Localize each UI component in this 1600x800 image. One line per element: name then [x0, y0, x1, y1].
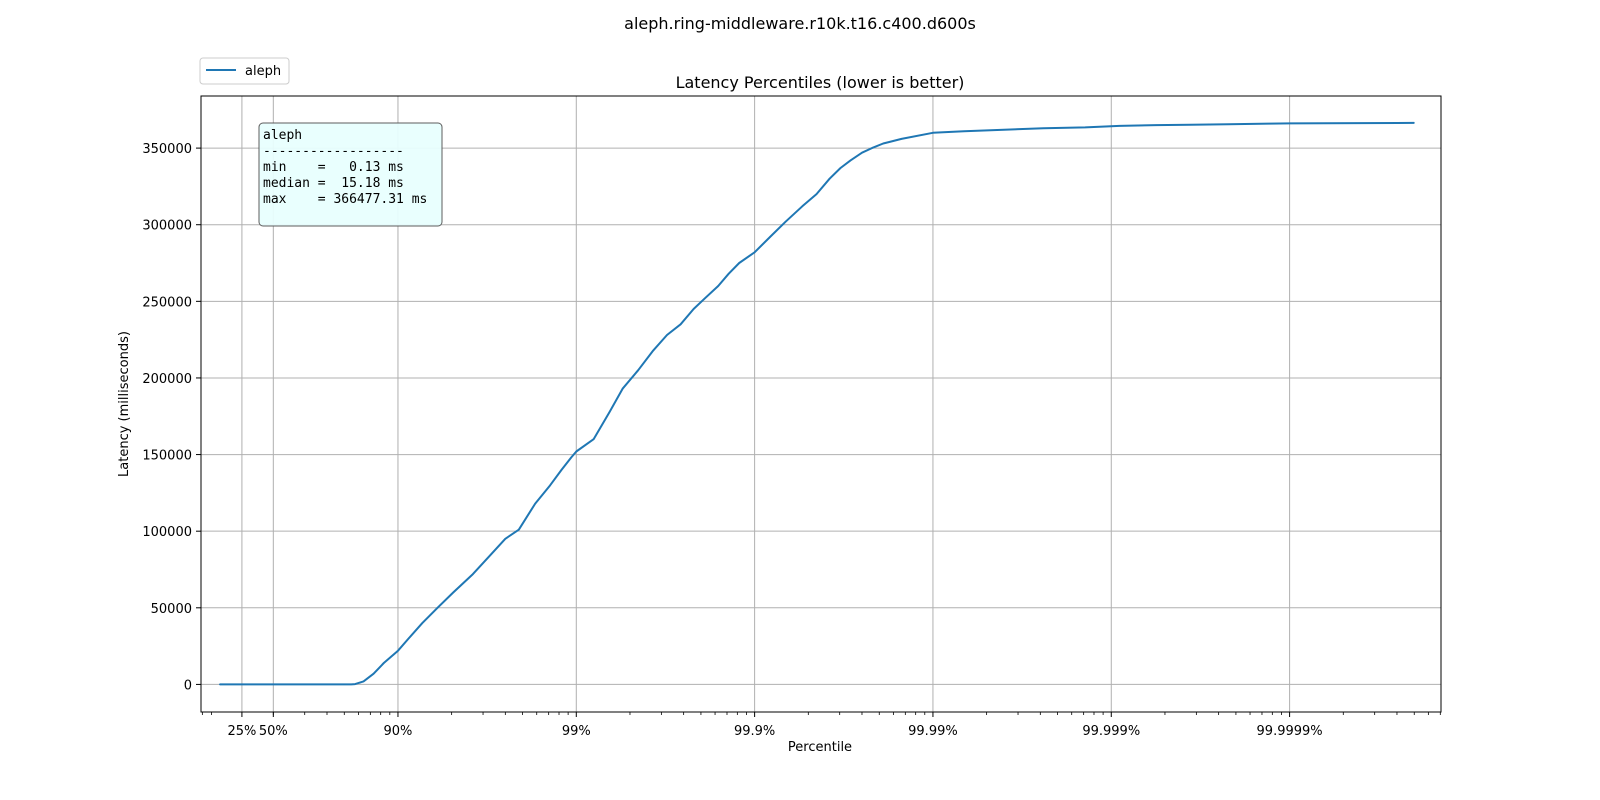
stats-box: aleph ------------------ min = 0.13 ms m… — [258, 122, 443, 227]
x-tick-label: 99.9% — [734, 724, 775, 739]
plot-title: Latency Percentiles (lower is better) — [676, 73, 965, 92]
x-tick-label: 99.99% — [908, 724, 958, 739]
data-point — [354, 683, 356, 685]
data-point — [1042, 127, 1045, 129]
data-point — [1289, 122, 1291, 124]
data-point — [504, 538, 506, 540]
data-point — [1084, 126, 1086, 128]
stats-line-median: median = 15.18 ms — [263, 176, 404, 191]
data-point — [436, 607, 439, 609]
data-point — [963, 130, 965, 132]
data-point — [652, 349, 654, 351]
data-point — [272, 683, 274, 686]
data-point — [769, 236, 771, 238]
data-point — [680, 323, 682, 325]
data-point — [1268, 123, 1270, 125]
y-tick-label: 50000 — [151, 602, 192, 617]
legend-label-aleph: aleph — [245, 64, 281, 79]
stats-box-frame — [258, 122, 443, 227]
data-point — [534, 503, 536, 505]
data-point — [1155, 124, 1157, 126]
data-point — [861, 152, 863, 154]
data-point — [829, 178, 831, 180]
data-point — [693, 308, 695, 310]
data-point — [1227, 123, 1230, 125]
data-point — [575, 450, 577, 453]
x-tick-label: 99.999% — [1082, 724, 1140, 739]
data-point — [882, 142, 884, 145]
x-tick-label: 99.9999% — [1257, 724, 1323, 739]
data-point — [343, 683, 345, 686]
data-point — [1118, 125, 1120, 127]
data-point — [408, 637, 410, 640]
data-point — [397, 650, 399, 652]
data-point — [815, 193, 818, 195]
data-point — [219, 683, 221, 686]
grid — [201, 96, 1441, 712]
data-point — [666, 334, 668, 336]
y-tick-label: 350000 — [142, 142, 192, 157]
y-tick-label: 250000 — [142, 295, 192, 310]
data-point — [728, 273, 730, 275]
plot-frame — [200, 95, 1442, 713]
x-tick-label: 90% — [384, 724, 413, 739]
y-tick-label: 300000 — [142, 219, 192, 234]
data-point — [518, 529, 520, 531]
data-point — [362, 680, 365, 683]
data-point — [932, 132, 934, 134]
data-point — [637, 369, 639, 371]
figure-title: aleph.ring-middleware.r10k.t16.c400.d600… — [624, 14, 976, 33]
series-line-aleph — [219, 121, 1415, 686]
stats-line-min: min = 0.13 ms — [263, 160, 404, 175]
data-point — [383, 662, 385, 664]
legend-box — [199, 57, 290, 85]
y-tick-label: 0 — [184, 678, 192, 693]
data-point — [785, 221, 787, 223]
data-point — [1003, 129, 1005, 131]
data-point — [472, 573, 474, 575]
data-point — [900, 138, 903, 140]
y-axis: 0 50000 100000 150000 200000 250000 300000 3500… — [142, 142, 201, 693]
data-point — [704, 297, 706, 299]
data-point — [326, 683, 328, 686]
data-point — [350, 683, 352, 686]
data-point — [754, 251, 756, 253]
stats-line-name: aleph — [263, 128, 302, 143]
y-tick-label: 100000 — [142, 525, 192, 540]
x-axis: 25% 50% 90% 99% 99.9% 99.99% 99.999% 99.9999% — [201, 712, 1441, 739]
series-layer — [219, 121, 1415, 686]
data-point — [1413, 122, 1415, 124]
data-point — [738, 262, 740, 264]
data-point — [549, 484, 551, 486]
x-tick-label: 99% — [562, 724, 591, 739]
data-point — [801, 205, 803, 207]
data-point — [593, 438, 595, 440]
y-tick-label: 150000 — [142, 449, 192, 464]
data-point — [871, 147, 873, 149]
y-tick-label: 200000 — [142, 372, 192, 387]
data-point — [452, 591, 454, 594]
y-axis-label: Latency (milliseconds) — [117, 331, 132, 477]
data-point — [373, 673, 375, 675]
data-point — [849, 159, 852, 161]
data-point — [1189, 124, 1191, 126]
x-tick-label: 50% — [259, 724, 288, 739]
x-axis-label: Percentile — [788, 740, 852, 755]
stats-line-max: max = 366477.31 ms — [263, 192, 427, 207]
x-tick-label: 25% — [227, 724, 256, 739]
data-point — [839, 167, 842, 169]
stats-line-divider: ------------------ — [263, 144, 404, 159]
data-point — [421, 622, 423, 624]
data-point — [490, 553, 492, 555]
data-point — [717, 285, 719, 287]
data-point — [622, 388, 624, 390]
data-point — [570, 457, 572, 459]
data-point — [241, 683, 243, 686]
legend: aleph — [199, 57, 290, 85]
data-point — [609, 411, 611, 413]
data-point — [560, 469, 563, 471]
